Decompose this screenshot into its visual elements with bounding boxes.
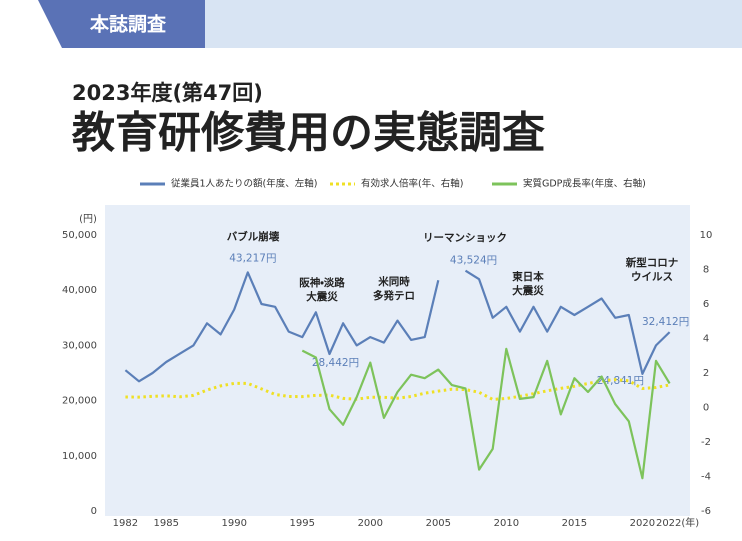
legend-label: 従業員1人あたりの額(年度、左軸): [171, 178, 317, 190]
x-tick-label: 2020: [630, 518, 655, 529]
annotation: 米同時: [377, 275, 410, 288]
y-tick-label: 20,000: [62, 396, 97, 407]
y-tick-label: 10,000: [62, 451, 97, 462]
plot-area: [105, 205, 690, 516]
y2-tick-label: -4: [701, 472, 711, 483]
value-label: 28,442円: [312, 357, 359, 369]
badge: 本誌調査: [89, 13, 167, 36]
header-band: [205, 0, 742, 48]
x-tick-label: 2000: [358, 518, 383, 529]
annotation: 大震災: [306, 290, 338, 303]
annotation: ウイルス: [631, 271, 673, 283]
y2-tick-label: 4: [703, 334, 709, 345]
annotation: バブル崩壊: [227, 230, 280, 243]
y-axis-label: (円): [79, 214, 97, 225]
series-line: [301, 347, 671, 480]
y-tick-label: 50,000: [62, 230, 97, 241]
badge-bg: [38, 0, 205, 48]
y-tick-label: 40,000: [62, 285, 97, 296]
x-tick-label: 1982: [113, 518, 138, 529]
series-line: [124, 269, 671, 383]
legend-label: 有効求人倍率(年、右軸): [361, 178, 463, 190]
annotation: リーマンショック: [423, 232, 507, 244]
annotation: 阪神・淡路: [299, 276, 345, 289]
y2-tick-label: 0: [703, 403, 709, 414]
annotation: 東日本: [512, 270, 544, 283]
y2-tick-label: 10: [700, 230, 713, 241]
y-tick-label: 0: [91, 506, 97, 517]
y2-tick-label: -6: [701, 506, 711, 517]
x-tick-label: 2005: [426, 518, 451, 529]
chart-title: 教育研修費用の実態調査: [71, 109, 545, 159]
x-tick-label: 1990: [222, 518, 247, 529]
y2-tick-label: -2: [701, 437, 711, 448]
subtitle: 2023年度(第47回): [72, 81, 263, 105]
value-label: 43,524円: [450, 255, 497, 267]
annotation: 多発テロ: [373, 289, 415, 302]
value-label: 43,217円: [229, 252, 276, 264]
legend-label: 実質GDP成長率(年度、右軸): [523, 178, 646, 190]
y2-tick-label: 8: [703, 265, 709, 276]
x-tick-label: 2015: [562, 518, 587, 529]
x-tick-label: 2010: [494, 518, 519, 529]
annotation: 大震災: [512, 284, 544, 297]
x-tick-label: 1985: [153, 518, 178, 529]
x-tick-label: 1995: [290, 518, 315, 529]
annotation: 新型コロナ: [625, 256, 679, 269]
y-tick-label: 30,000: [62, 340, 97, 351]
series-line: [125, 378, 670, 401]
x-tick-label: 2022(年): [656, 516, 699, 529]
y2-tick-label: 6: [703, 299, 709, 310]
value-label: 32,412円: [642, 316, 689, 328]
y2-tick-label: 2: [703, 368, 709, 379]
